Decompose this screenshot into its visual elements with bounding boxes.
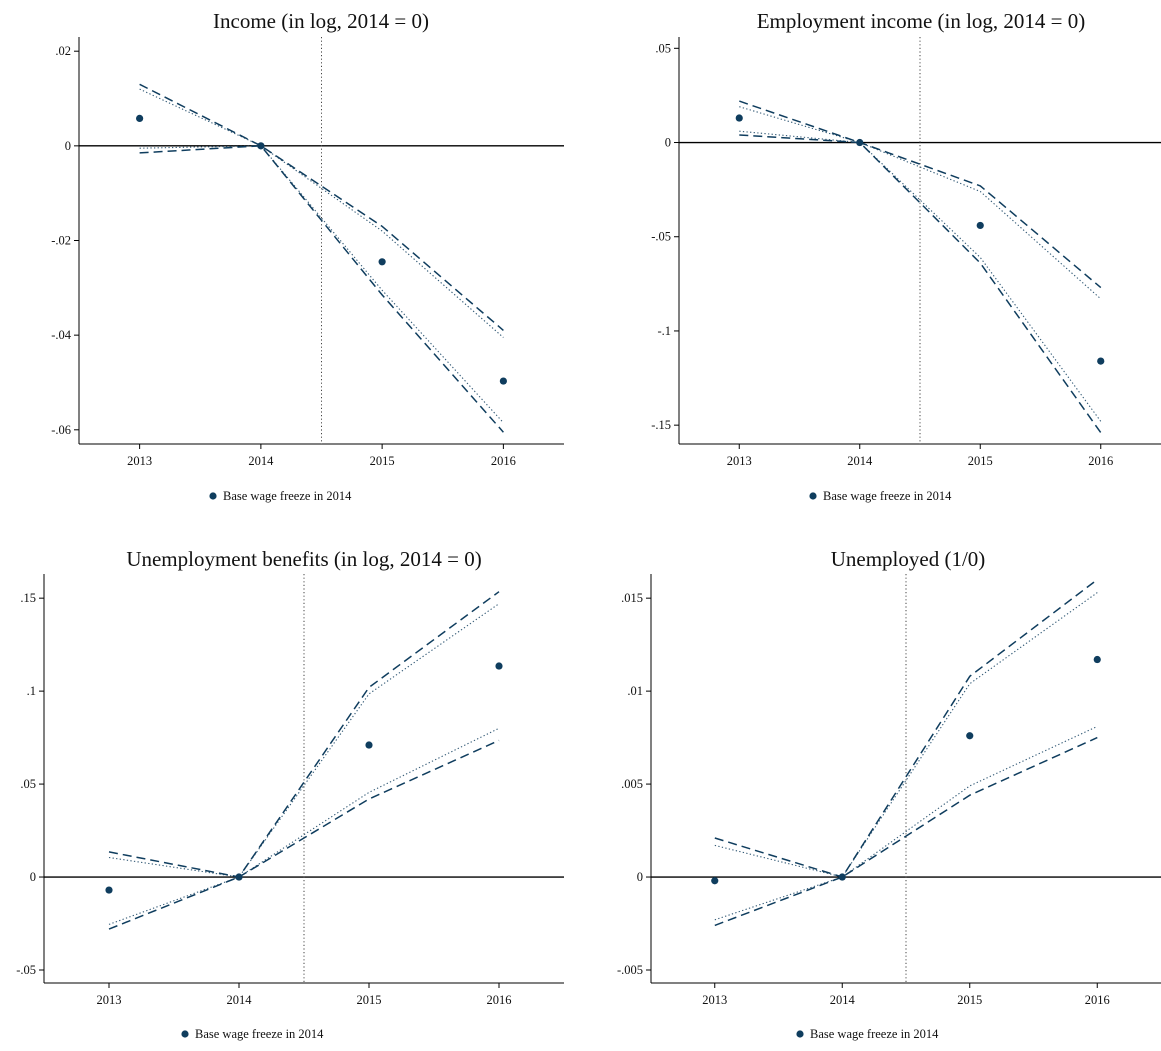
estimate-point	[495, 662, 503, 670]
ci-dashed-line-2	[108, 739, 500, 930]
estimate-point	[378, 258, 386, 266]
y-tick-label: 0	[30, 870, 36, 884]
legend-label: Base wage freeze in 2014	[223, 489, 352, 503]
x-tick-label: 2014	[830, 993, 856, 1007]
estimate-point	[105, 886, 113, 894]
chart-panel-1: Income (in log, 2014 = 0) .02 0 -.02 -.04 -.0…	[51, 9, 564, 503]
y-tick-label: .05	[655, 41, 671, 55]
y-tick-label: -.15	[651, 418, 671, 432]
x-tick-label: 2015	[968, 454, 993, 468]
estimate-point	[735, 114, 743, 122]
estimate-point	[257, 142, 265, 150]
estimate-point	[966, 732, 974, 740]
estimate-point	[976, 221, 984, 230]
x-tick-label: 2014	[248, 454, 274, 468]
y-tick-label: -.02	[51, 234, 71, 248]
ci-dotted-line-4	[714, 725, 1098, 921]
x-tick-label: 2016	[1085, 993, 1110, 1007]
x-tick-label: 2016	[487, 993, 512, 1007]
estimate-point	[838, 873, 846, 881]
legend-label: Base wage freeze in 2014	[810, 1027, 939, 1041]
y-tick-label: .1	[27, 684, 36, 698]
x-tick-label: 2015	[357, 993, 382, 1007]
estimate-point	[1097, 357, 1105, 365]
y-tick-label: .01	[627, 684, 643, 698]
ci-dashed-line-1	[739, 100, 1102, 289]
y-tick-label: -.06	[51, 423, 71, 437]
estimate-point	[1093, 655, 1101, 664]
panel-title: Unemployment benefits (in log, 2014 = 0)	[126, 547, 481, 571]
legend-marker	[809, 492, 817, 500]
y-tick-label: .02	[55, 44, 71, 58]
y-tick-label: 0	[637, 870, 643, 884]
estimate-point	[856, 138, 864, 147]
ci-dotted-line-4	[139, 145, 504, 424]
chart-panel-4: Unemployed (1/0) .015 .01 .005 0 -.005 2013 201…	[617, 547, 1161, 1041]
y-tick-label: .015	[621, 591, 643, 605]
ci-dashed-line-2	[739, 134, 1102, 434]
ci-dotted-line-3	[714, 592, 1098, 878]
estimate-point	[365, 741, 373, 749]
y-tick-label: .005	[621, 777, 643, 791]
x-tick-label: 2013	[702, 993, 727, 1007]
legend-label: Base wage freeze in 2014	[195, 1027, 324, 1041]
x-tick-label: 2013	[727, 454, 752, 468]
y-tick-label: 0	[65, 139, 71, 153]
y-tick-label: 0	[665, 136, 671, 150]
chart-panel-2: Employment income (in log, 2014 = 0) .05 0…	[651, 9, 1161, 503]
legend-marker	[209, 492, 217, 500]
ci-dashed-line-1	[714, 579, 1098, 878]
panel-title: Employment income (in log, 2014 = 0)	[757, 9, 1086, 33]
y-tick-label: -.1	[657, 324, 671, 338]
x-tick-label: 2013	[97, 993, 122, 1007]
x-tick-label: 2014	[227, 993, 253, 1007]
y-tick-label: .05	[20, 777, 36, 791]
legend-marker	[796, 1030, 804, 1038]
y-tick-label: -.05	[651, 230, 671, 244]
panel-title: Unemployed (1/0)	[831, 547, 986, 571]
x-tick-label: 2016	[491, 454, 516, 468]
ci-dashed-line-2	[139, 145, 504, 433]
estimate-point	[499, 377, 507, 385]
ci-dotted-line-3	[108, 603, 500, 878]
chart-panel-3: Unemployment benefits (in log, 2014 = 0)…	[16, 547, 564, 1041]
x-tick-label: 2013	[127, 454, 152, 468]
panel-title: Income (in log, 2014 = 0)	[213, 9, 429, 33]
x-tick-label: 2014	[847, 454, 873, 468]
y-tick-label: -.005	[617, 963, 643, 977]
y-tick-label: -.04	[51, 328, 72, 342]
x-tick-label: 2015	[957, 993, 982, 1007]
ci-dotted-line-4	[108, 727, 500, 925]
y-tick-label: -.05	[16, 963, 36, 977]
estimate-point	[711, 877, 719, 885]
legend-marker	[181, 1030, 189, 1038]
estimate-point	[136, 114, 144, 122]
x-tick-label: 2016	[1088, 454, 1113, 468]
estimate-point	[235, 873, 243, 881]
x-tick-label: 2015	[370, 454, 395, 468]
legend-label: Base wage freeze in 2014	[823, 489, 952, 503]
ci-dashed-line-2	[714, 736, 1098, 927]
y-tick-label: .15	[20, 591, 36, 605]
ci-dotted-line-4	[739, 130, 1102, 422]
